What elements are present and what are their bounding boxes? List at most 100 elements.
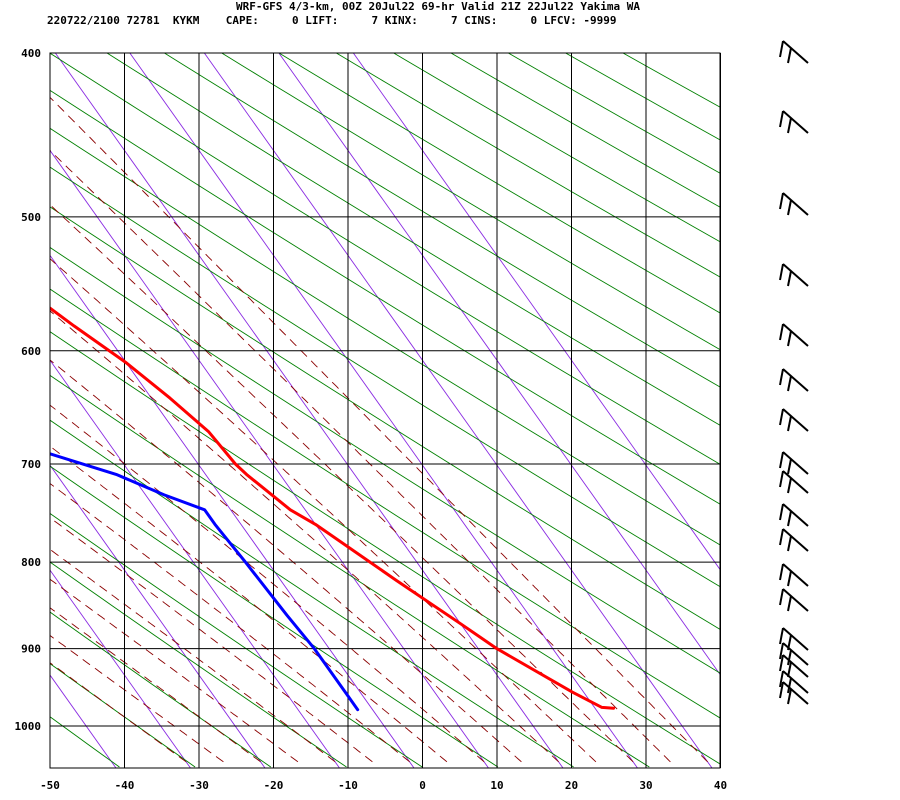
axes: -50 -40 -30 -20 -10 0 10 20 30 40 400 500 600 700 800 9…: [15, 47, 728, 792]
wind-barb-staff: [782, 110, 809, 134]
x-tick-label: 10: [490, 779, 503, 792]
wind-barb-flag: [787, 688, 792, 705]
x-tick-label: 20: [565, 779, 578, 792]
wind-barb-staff: [782, 528, 809, 552]
wind-barb-staff: [782, 588, 809, 612]
wind-barb: [779, 263, 809, 287]
wind-barb: [779, 642, 809, 666]
dry-adiabat-line: [50, 166, 720, 588]
dry-adiabat-line: [508, 53, 720, 174]
dry-adiabat-line: [393, 53, 720, 243]
dry-adiabat-line: [50, 89, 720, 505]
wind-barb-flag: [787, 330, 792, 347]
moist-adiabat-line: [50, 96, 708, 763]
wind-barb-flag: [787, 270, 792, 287]
wind-barb-staff: [782, 263, 809, 287]
isotherm-line: [50, 254, 415, 768]
wind-barb: [779, 528, 809, 552]
wind-barb-flag: [779, 642, 784, 660]
isotherm-line: [54, 53, 564, 768]
wind-barb-flag: [787, 415, 792, 432]
wind-barb-flag: [787, 595, 792, 612]
wind-barb-flag: [779, 470, 784, 488]
temperature-trace: [50, 306, 616, 710]
moist-adiabat-line: [50, 204, 634, 763]
wind-barb: [779, 627, 809, 651]
x-tick-label: 0: [419, 779, 426, 792]
wind-barb-staff: [782, 192, 809, 216]
wind-barb: [779, 470, 809, 494]
dry-adiabat-line: [50, 611, 272, 768]
dewpoint-trace: [50, 452, 360, 712]
y-tick-label: 700: [21, 458, 41, 471]
wind-barb-flag: [779, 451, 784, 469]
dry-adiabat-line: [106, 53, 720, 426]
wind-barb: [779, 323, 809, 347]
moist-adiabat-line: [50, 607, 261, 763]
x-tick-label: 30: [639, 779, 652, 792]
wind-barb-staff: [782, 451, 809, 475]
wind-barb: [779, 654, 809, 678]
wind-barb: [779, 110, 809, 134]
wind-barb: [779, 503, 809, 527]
x-tick-label: -40: [115, 779, 135, 792]
wind-barb-staff: [782, 627, 809, 651]
wind-barb-flag: [787, 375, 792, 392]
dry-adiabat-line: [278, 53, 720, 314]
station-info-line: 220722/2100 72781 KYKM CAPE: 0 LIFT: 7 K…: [47, 14, 617, 27]
dry-adiabat-line: [50, 419, 574, 768]
wind-barb-flag: [779, 563, 784, 581]
dry-adiabat-line: [50, 512, 423, 768]
wind-barb-staff: [782, 670, 809, 694]
dry-adiabat-line: [164, 53, 720, 388]
isotherm-line: [278, 53, 720, 676]
wind-barb-staff: [782, 681, 809, 705]
chart-title: WRF-GFS 4/3-km, 00Z 20Jul22 69-hr Valid …: [236, 0, 640, 13]
y-tick-label: 500: [21, 211, 41, 224]
wind-barb: [779, 408, 809, 432]
dry-adiabat-line: [50, 374, 650, 768]
y-tick-label: 400: [21, 47, 41, 60]
wind-barb-flag: [787, 199, 792, 216]
wind-barb-flag: [779, 110, 784, 128]
dry-adiabat-line: [50, 331, 720, 765]
wind-barb-flag: [787, 677, 792, 694]
isotherm-line: [129, 53, 638, 768]
dry-adiabat-line: [50, 206, 720, 630]
x-tick-label: -30: [189, 779, 209, 792]
y-tick-label: 800: [21, 556, 41, 569]
wind-barb-flag: [779, 408, 784, 426]
dry-adiabat-line: [50, 561, 347, 768]
wind-barb-flag: [779, 654, 784, 672]
wind-barb-flag: [787, 458, 792, 475]
moist-adiabat-line: [50, 445, 448, 763]
wind-barb-staff: [782, 654, 809, 678]
dry-adiabat-line: [50, 288, 720, 719]
dry-adiabat-line: [450, 53, 720, 208]
wind-barb-flag: [787, 570, 792, 587]
wind-barb-flag: [779, 40, 784, 58]
dry-adiabat-line: [565, 53, 720, 141]
x-tick-label: -50: [40, 779, 60, 792]
wind-barb-staff: [782, 323, 809, 347]
plot-frame: [49, 52, 721, 769]
wind-barb-flag: [787, 535, 792, 552]
wind-barb-flag: [787, 477, 792, 494]
wind-barb-staff: [782, 368, 809, 392]
isotherm-line: [50, 359, 340, 768]
wind-barb-flag: [787, 117, 792, 134]
wind-barb: [779, 40, 809, 64]
wind-barb-flag: [779, 192, 784, 210]
wind-barb-flag: [779, 627, 784, 645]
wind-barb-flag: [779, 670, 784, 688]
wind-barb-staff: [782, 563, 809, 587]
wind-barb: [779, 588, 809, 612]
moist-adiabat-line: [50, 404, 485, 763]
wind-barb-flag: [787, 510, 792, 527]
dry-adiabat-line: [622, 53, 720, 108]
dry-adiabat-line: [50, 53, 720, 465]
moist-adiabat-line: [50, 149, 671, 763]
dry-adiabat-line: [50, 127, 720, 546]
wind-barb: [779, 368, 809, 392]
isotherm-line: [352, 53, 720, 571]
